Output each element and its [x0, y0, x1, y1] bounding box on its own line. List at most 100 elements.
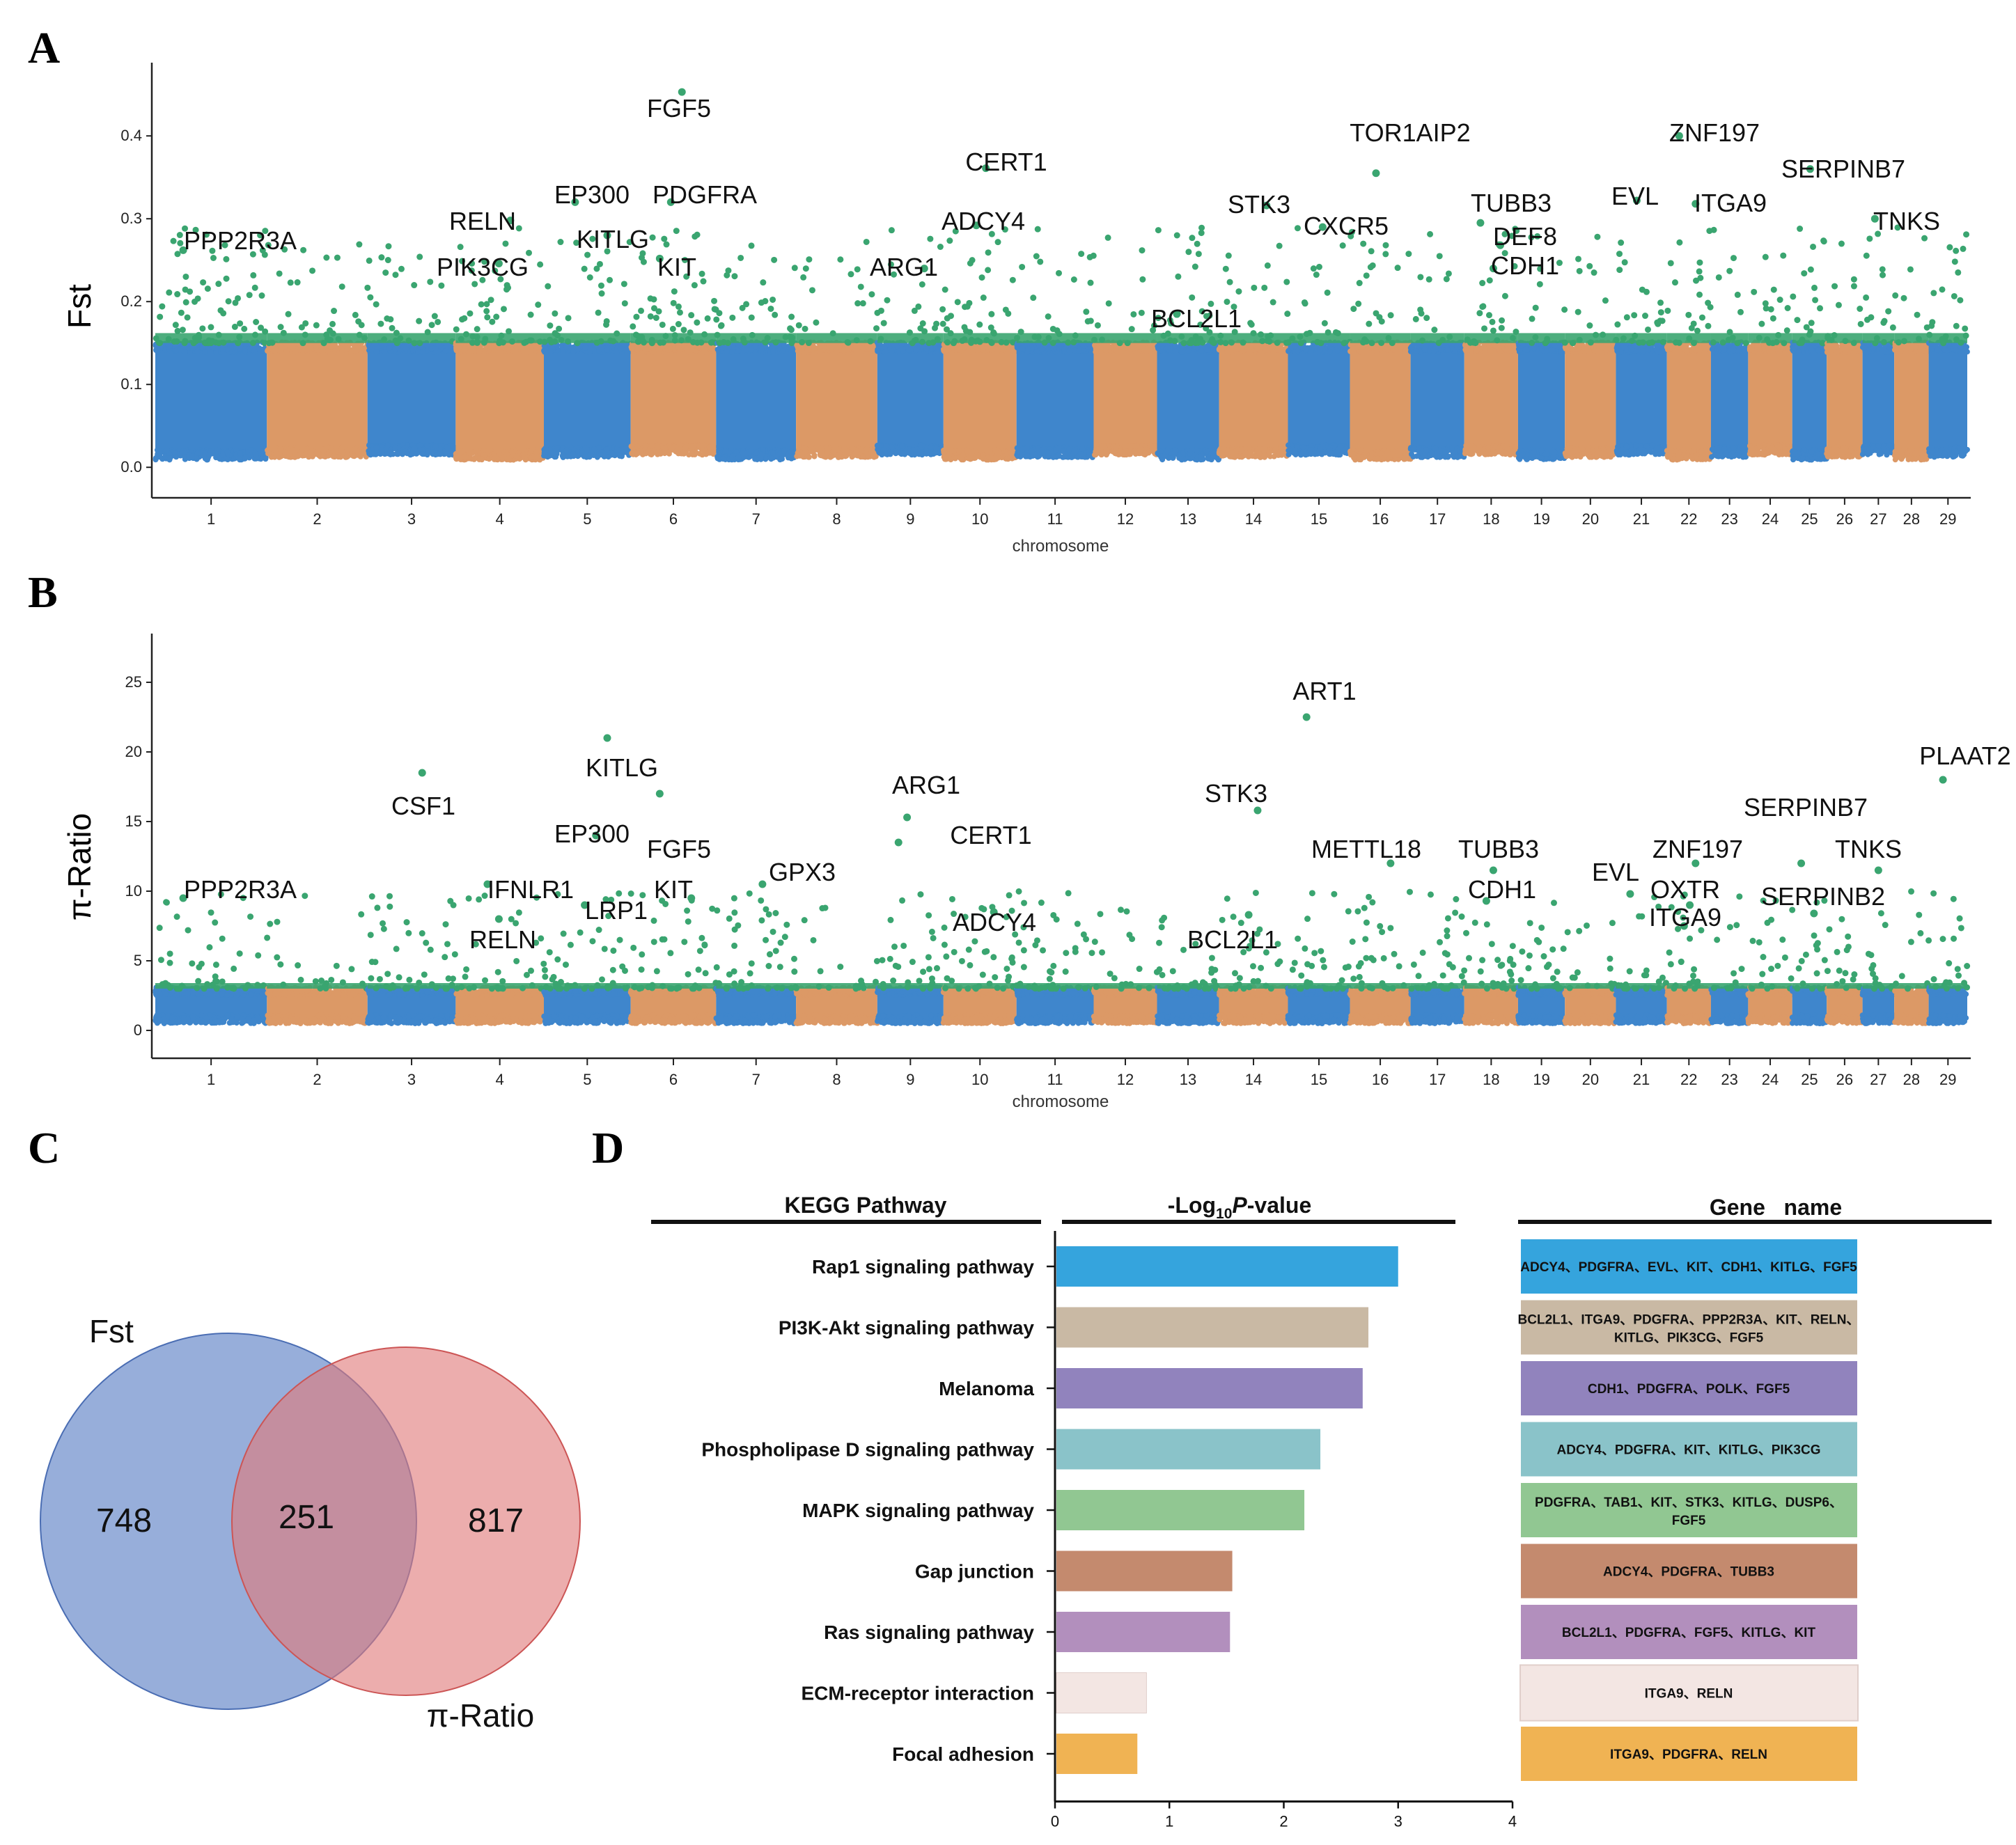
- snp-point: [906, 448, 912, 455]
- snp-point: [554, 445, 560, 451]
- outlier-point: [378, 254, 385, 261]
- snp-point: [889, 444, 895, 450]
- snp-point: [1024, 453, 1031, 460]
- outlier-point: [237, 320, 244, 327]
- outlier-point: [527, 311, 534, 318]
- snp-point: [684, 442, 690, 448]
- outlier-point: [1030, 295, 1037, 301]
- outlier-point: [323, 254, 330, 261]
- outlier-point: [808, 287, 815, 294]
- snp-point: [412, 446, 418, 452]
- outlier-point: [331, 308, 338, 315]
- outlier-point: [688, 312, 695, 319]
- snp-point: [203, 455, 209, 462]
- manhattan-fst-plot: 0.00.10.20.30.41 2 3 4 5 6 7 8 9 10 11 12 13 14 15 16 17…: [61, 63, 1971, 556]
- snp-point: [788, 449, 794, 455]
- outlier-point: [661, 235, 668, 242]
- snp-point: [980, 452, 986, 458]
- outlier-point: [241, 325, 248, 332]
- snp-point: [563, 344, 570, 350]
- outlier-point: [483, 308, 490, 315]
- snp-point: [533, 345, 540, 351]
- snp-point: [308, 345, 314, 351]
- outlier-point: [880, 320, 887, 327]
- snp-point: [471, 456, 477, 462]
- snp-point: [366, 342, 372, 348]
- outlier-point: [377, 320, 384, 327]
- snp-point: [638, 345, 644, 352]
- threshold-band: [155, 333, 267, 343]
- threshold-band: [630, 333, 717, 343]
- outlier-point: [863, 238, 870, 245]
- snp-point: [689, 443, 695, 450]
- outlier-point: [772, 311, 779, 318]
- outlier-point: [597, 282, 604, 289]
- outlier-point: [338, 283, 345, 290]
- outlier-point: [737, 254, 744, 261]
- snp-point: [591, 446, 597, 452]
- snp-point: [219, 347, 226, 353]
- outlier-point: [595, 309, 602, 316]
- outlier-point: [478, 301, 485, 308]
- snp-point: [315, 452, 322, 458]
- snp-point: [1079, 446, 1086, 452]
- outlier-point: [276, 270, 283, 277]
- chromosome-band: [155, 347, 267, 455]
- snp-point: [781, 448, 788, 454]
- outlier-point: [435, 318, 442, 325]
- outlier-point: [877, 307, 884, 314]
- outlier-point: [1019, 263, 1026, 270]
- snp-point: [339, 348, 345, 354]
- outlier-point: [438, 282, 445, 289]
- outlier-point: [837, 256, 844, 263]
- outlier-point: [640, 258, 647, 265]
- snp-point: [361, 345, 367, 352]
- outlier-point: [515, 225, 522, 232]
- snp-point: [844, 347, 850, 353]
- outlier-point: [427, 278, 434, 285]
- outlier-point: [1045, 313, 1052, 320]
- snp-point: [1019, 446, 1025, 453]
- snp-point: [278, 346, 284, 352]
- outlier-point: [300, 246, 307, 253]
- outlier-point: [700, 278, 707, 285]
- outlier-point: [788, 313, 795, 320]
- outlier-point: [199, 325, 206, 332]
- outlier-point: [1083, 308, 1090, 315]
- outlier-point: [939, 320, 946, 327]
- chromosome-band: [796, 347, 877, 453]
- outlier-point: [177, 240, 184, 246]
- outlier-point: [633, 313, 640, 320]
- snp-point: [382, 349, 388, 355]
- threshold-band: [877, 333, 944, 343]
- outlier-point: [795, 322, 802, 329]
- snp-point: [373, 451, 379, 457]
- outlier-point: [373, 301, 380, 308]
- outlier-point: [170, 237, 177, 244]
- snp-point: [501, 345, 507, 351]
- snp-point: [829, 345, 835, 351]
- outlier-point: [411, 282, 418, 289]
- snp-point: [802, 448, 808, 455]
- snp-point: [520, 348, 526, 354]
- snp-point: [210, 450, 216, 457]
- snp-point: [344, 447, 350, 453]
- snp-point: [472, 448, 478, 455]
- snp-point: [655, 444, 661, 450]
- outlier-point: [598, 290, 605, 297]
- outlier-point: [287, 279, 294, 286]
- snp-point: [655, 448, 662, 455]
- snp-point: [308, 444, 314, 450]
- snp-point: [582, 445, 588, 451]
- outlier-point: [309, 267, 316, 274]
- outlier-point: [535, 301, 542, 308]
- outlier-point: [382, 269, 389, 276]
- snp-point: [994, 450, 1001, 456]
- snp-point: [900, 450, 906, 457]
- outlier-point: [223, 275, 230, 282]
- snp-point: [199, 345, 205, 351]
- snp-point: [243, 454, 249, 460]
- outlier-point: [994, 239, 1001, 246]
- snp-point: [392, 346, 398, 352]
- outlier-point: [225, 298, 232, 305]
